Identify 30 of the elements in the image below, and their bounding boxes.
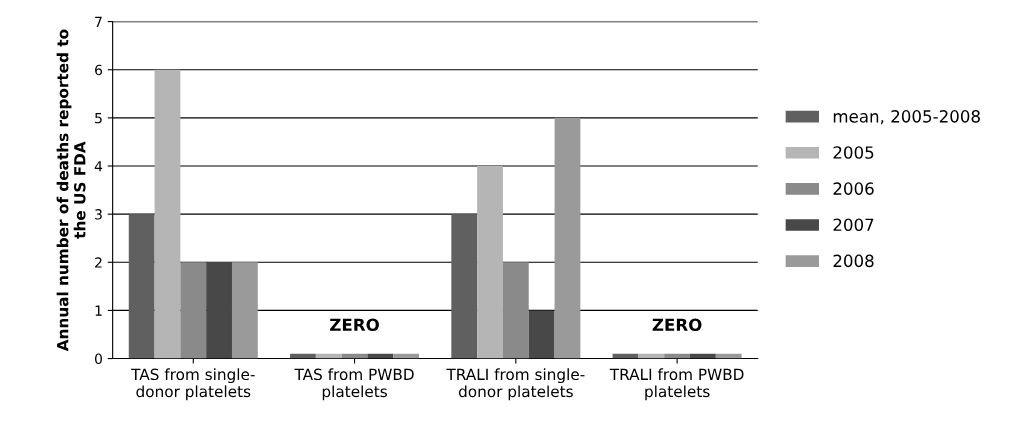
y-tick-label: 7 (95, 16, 102, 27)
bar (528, 310, 555, 359)
annotation: ZERO (652, 318, 702, 332)
x-tick-label: TAS from single- donor platelets (131, 368, 255, 401)
y-tick-label: 6 (95, 64, 103, 76)
y-tick-label: 3 (95, 209, 102, 220)
y-tick-label: 1 (95, 305, 102, 316)
y-tick-label: 0 (95, 353, 102, 365)
y-tick-label: 2 (95, 257, 102, 268)
x-tick-label: TAS from PWBD platelets (294, 368, 414, 401)
bar (502, 262, 529, 359)
bar (180, 262, 207, 359)
bar (231, 262, 258, 359)
bar (206, 262, 232, 359)
y-tick-label: 5 (95, 113, 102, 124)
bar (154, 69, 181, 359)
y-tick-label: 4 (94, 161, 103, 172)
bar (451, 214, 478, 359)
y-axis-title: Annual number of deaths reported to the US FDA (56, 29, 86, 352)
x-tick-label: TRALI from single- donor platelets (446, 368, 585, 401)
legend-label: 2007 (833, 218, 874, 232)
bar (554, 117, 581, 359)
bar (128, 214, 155, 359)
legend-label: 2008 (833, 254, 874, 268)
annotation: ZERO (330, 318, 379, 332)
x-tick-label: TRALI from PWBD platelets (609, 368, 744, 401)
legend-label: 2006 (833, 182, 874, 195)
legend-label: mean, 2005-2008 (833, 110, 980, 125)
legend-label: 2005 (833, 146, 874, 159)
bar (477, 166, 503, 359)
